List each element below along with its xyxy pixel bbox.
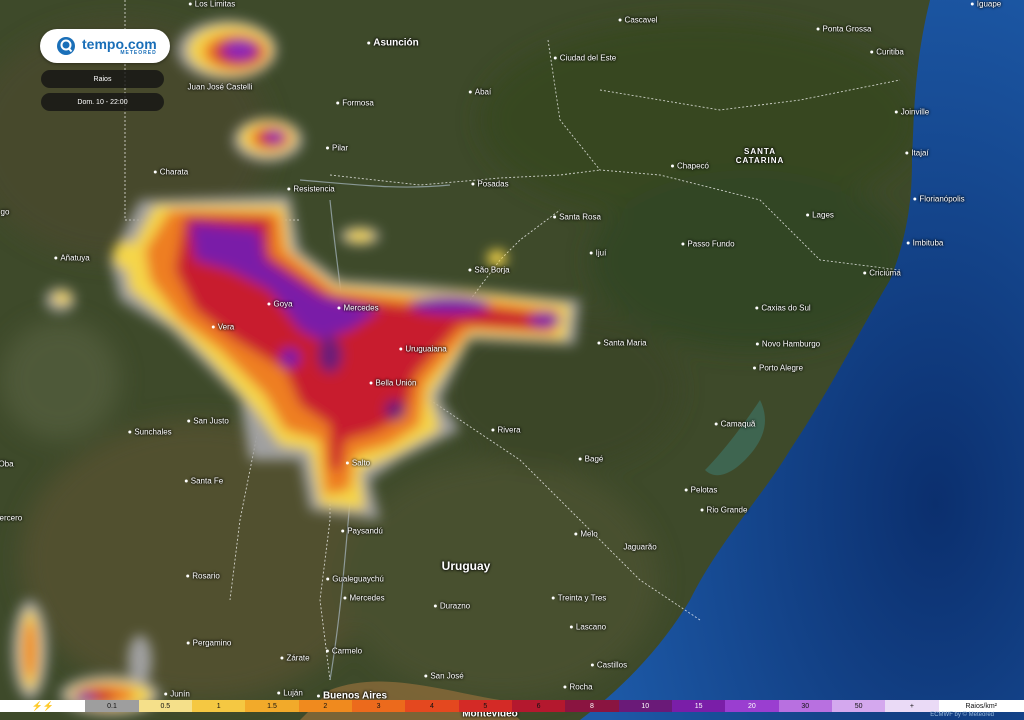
tempo-logo[interactable]: tempo.com METEORED bbox=[40, 29, 170, 63]
brand-sub: METEORED bbox=[120, 49, 157, 56]
place-label: San Justo bbox=[187, 417, 229, 426]
place-label: Buenos Aires bbox=[317, 691, 387, 702]
place-label: Passo Fundo bbox=[681, 240, 734, 249]
layer-selector[interactable]: Raios bbox=[41, 70, 164, 88]
place-label: Añatuya bbox=[54, 254, 89, 263]
place-label: Santa Rosa bbox=[553, 213, 601, 222]
legend-step: 1 bbox=[191, 700, 246, 712]
place-label: Juan José Castelli bbox=[187, 82, 253, 92]
legend-step: 0.1 bbox=[85, 700, 139, 712]
place-label: Jaguarão bbox=[623, 542, 657, 552]
place-label: Oba bbox=[0, 459, 14, 469]
legend-step: 0.5 bbox=[138, 700, 192, 712]
place-label: Uruguaiana bbox=[399, 345, 446, 354]
legend-step: 5 bbox=[458, 700, 512, 712]
legend-step: 2 bbox=[298, 700, 352, 712]
lightning-density-layer bbox=[12, 20, 580, 715]
legend-step: 6 bbox=[511, 700, 566, 712]
place-label: Curitiba bbox=[870, 48, 904, 57]
place-label: Carmelo bbox=[326, 647, 362, 656]
attribution: ECMWF by © Meteored bbox=[930, 712, 994, 718]
legend-step: 15 bbox=[671, 700, 726, 712]
place-label: Asunción bbox=[367, 38, 419, 49]
place-label: Mercedes bbox=[343, 594, 384, 603]
legend-step: 8 bbox=[565, 700, 619, 712]
brand-name: tempo.com bbox=[82, 35, 157, 52]
place-label: Santa Fe bbox=[185, 477, 223, 486]
place-label: Luján bbox=[277, 689, 303, 698]
place-label: Charata bbox=[154, 168, 188, 177]
place-label: Rio Grande bbox=[701, 506, 748, 515]
tempo-logo-icon bbox=[57, 37, 75, 55]
place-label: Ponta Grossa bbox=[817, 25, 872, 34]
place-label: Rocha bbox=[563, 683, 592, 692]
place-label: Junín bbox=[164, 690, 190, 699]
place-label: Durazno bbox=[434, 602, 470, 611]
place-label: Uruguay bbox=[441, 559, 491, 573]
place-label: Itajaí bbox=[905, 149, 928, 158]
place-label: Imbituba bbox=[907, 239, 944, 248]
place-label: Lascano bbox=[570, 623, 606, 632]
place-label: Mercedes bbox=[337, 304, 378, 313]
place-label: Porto Alegre bbox=[753, 364, 803, 373]
region-label-santa-catarina: SANTA CATARINA bbox=[735, 147, 785, 165]
place-label: Pelotas bbox=[685, 486, 718, 495]
place-label: Criciúma bbox=[863, 269, 901, 278]
legend-step: 4 bbox=[405, 700, 459, 712]
atlantic-ocean bbox=[580, 0, 1024, 720]
place-label: Lages bbox=[806, 211, 834, 220]
legend-step: 1.5 bbox=[245, 700, 299, 712]
place-label: go bbox=[0, 207, 10, 217]
legend-step: 20 bbox=[725, 700, 779, 712]
legend-step: 10 bbox=[618, 700, 672, 712]
place-label: São Borja bbox=[468, 266, 509, 275]
place-label: Montevideo bbox=[462, 708, 518, 720]
place-label: Los Limitas bbox=[189, 0, 235, 9]
place-label: Novo Hamburgo bbox=[756, 340, 820, 349]
place-label: Vera bbox=[212, 323, 234, 332]
place-label: Cercero bbox=[0, 513, 23, 523]
place-label: Rivera bbox=[491, 426, 520, 435]
place-label: Posadas bbox=[471, 180, 508, 189]
legend-step: 50 bbox=[831, 700, 886, 712]
place-label: Camaquã bbox=[715, 420, 756, 429]
place-label: Bella Unión bbox=[370, 379, 417, 388]
place-label: Gualeguaychú bbox=[326, 575, 384, 584]
place-label: Abaí bbox=[469, 88, 491, 97]
place-label: Castillos bbox=[591, 661, 627, 670]
place-label: Zárate bbox=[280, 654, 309, 663]
place-label: Iguape bbox=[971, 0, 1001, 9]
place-label: Cascavel bbox=[619, 16, 658, 25]
place-label: Treinta y Tres bbox=[552, 594, 607, 603]
place-label: Pergamino bbox=[187, 639, 232, 648]
legend-unit: Raios/km² bbox=[938, 700, 1024, 712]
place-label: Salto bbox=[346, 459, 370, 468]
legend-step: + bbox=[885, 700, 939, 712]
place-label: Joinville bbox=[895, 108, 929, 117]
place-label: Ciudad del Este bbox=[554, 54, 616, 63]
place-label: Florianópolis bbox=[913, 195, 964, 204]
place-label: Paysandú bbox=[341, 527, 383, 536]
place-label: Chapecó bbox=[671, 162, 709, 171]
place-label: Rosario bbox=[186, 572, 220, 581]
place-label: Ijuí bbox=[590, 249, 607, 258]
place-label: Melo bbox=[574, 530, 597, 539]
place-label: Sunchales bbox=[128, 428, 171, 437]
place-label: Caxias do Sul bbox=[755, 304, 810, 313]
legend-lightning-icon: ⚡⚡ bbox=[0, 700, 86, 712]
time-selector[interactable]: Dom. 10 - 22:00 bbox=[41, 93, 164, 111]
legend-step: 3 bbox=[351, 700, 406, 712]
place-label: Resistencia bbox=[287, 185, 334, 194]
legend-step: 30 bbox=[778, 700, 832, 712]
place-label: Bagé bbox=[579, 455, 604, 464]
place-label: Goya bbox=[267, 300, 292, 309]
place-label: Pilar bbox=[326, 144, 348, 153]
place-label: Formosa bbox=[336, 99, 374, 108]
place-label: Santa Maria bbox=[597, 339, 646, 348]
lightning-legend: ⚡⚡ 0.1 0.5 1 1.5 2 3 4 5 6 8 10 15 20 30 50 + Raios/km² bbox=[0, 700, 1024, 720]
place-label: San José bbox=[424, 672, 463, 681]
